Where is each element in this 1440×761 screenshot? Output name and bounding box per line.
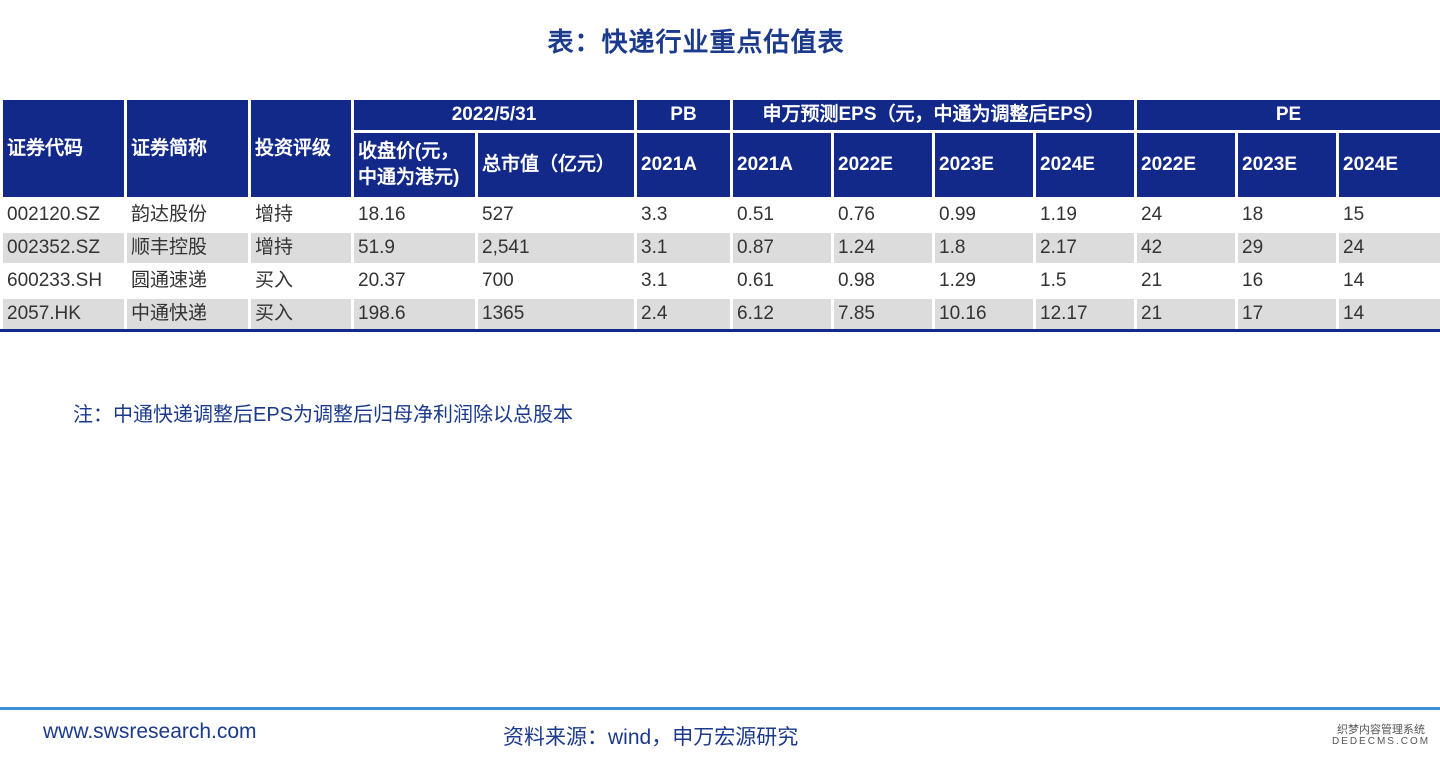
- header-pe-group: PE: [1134, 97, 1440, 133]
- header-eps-2022e: 2022E: [831, 130, 935, 200]
- cell: 1.19: [1032, 197, 1138, 233]
- cell: 韵达股份: [124, 197, 251, 233]
- website-link[interactable]: www.swsresearch.com: [43, 720, 257, 743]
- header-pb-2021a: 2021A: [634, 130, 733, 200]
- cell: 中通快递: [124, 296, 251, 332]
- cell: 3.3: [634, 197, 733, 233]
- header-pb-group: PB: [634, 97, 733, 133]
- cell: 21: [1134, 263, 1239, 299]
- cell: 3.1: [634, 230, 733, 266]
- page-title: 表：快递行业重点估值表: [547, 27, 845, 57]
- cell: 600233.SH: [0, 263, 127, 299]
- table-row: 002120.SZ 韵达股份 增持 18.16 527 3.3 0.51 0.7…: [0, 197, 1440, 233]
- cell: 18.16: [351, 197, 478, 233]
- table-row: 2057.HK 中通快递 买入 198.6 1365 2.4 6.12 7.85…: [0, 296, 1440, 332]
- header-pe-2024e: 2024E: [1336, 130, 1440, 200]
- header-eps-group: 申万预测EPS（元，中通为调整后EPS）: [729, 97, 1138, 133]
- cell: 0.51: [730, 197, 834, 233]
- source-note: 资料来源：wind，申万宏源研究: [503, 726, 799, 749]
- cell: 16: [1235, 263, 1340, 299]
- cell: 18: [1235, 197, 1340, 233]
- cell: 2,541: [475, 230, 637, 266]
- cell: 0.87: [730, 230, 834, 266]
- cell: 42: [1134, 230, 1239, 266]
- cell: 10.16: [932, 296, 1036, 332]
- cell: 增持: [248, 197, 354, 233]
- header-rating: 投资评级: [248, 97, 354, 200]
- cell: 2.4: [634, 296, 733, 332]
- watermark: 织梦内容管理系统 DEDECMS.COM: [1328, 724, 1434, 747]
- header-date-group: 2022/5/31: [351, 97, 637, 133]
- footnote: 注：中通快递调整后EPS为调整后归母净利润除以总股本: [73, 404, 574, 426]
- cell: 2057.HK: [0, 296, 127, 332]
- cell: 圆通速递: [124, 263, 251, 299]
- cell: 顺丰控股: [124, 230, 251, 266]
- cell: 20.37: [351, 263, 478, 299]
- header-pe-2022e: 2022E: [1134, 130, 1239, 200]
- cell: 6.12: [730, 296, 834, 332]
- cell: 1.29: [932, 263, 1036, 299]
- cell: 0.76: [831, 197, 935, 233]
- table-row: 002352.SZ 顺丰控股 增持 51.9 2,541 3.1 0.87 1.…: [0, 230, 1440, 266]
- cell: 198.6: [351, 296, 478, 332]
- cell: 1.5: [1032, 263, 1138, 299]
- cell: 21: [1134, 296, 1239, 332]
- cell: 1.24: [831, 230, 935, 266]
- cell: 1365: [475, 296, 637, 332]
- cell: 700: [475, 263, 637, 299]
- cell: 0.61: [730, 263, 834, 299]
- valuation-table: 证券代码 证券简称 投资评级 2022/5/31 PB 申万预测EPS（元，中通…: [0, 97, 1440, 332]
- cell: 002352.SZ: [0, 230, 127, 266]
- footer-divider: [0, 707, 1440, 710]
- watermark-line-2: DEDECMS.COM: [1331, 736, 1431, 748]
- cell: 增持: [248, 230, 354, 266]
- cell: 17: [1235, 296, 1340, 332]
- cell: 买入: [248, 263, 354, 299]
- header-eps-2024e: 2024E: [1032, 130, 1138, 200]
- cell: 买入: [248, 296, 354, 332]
- cell: 29: [1235, 230, 1340, 266]
- cell: 24: [1336, 230, 1440, 266]
- cell: 15: [1336, 197, 1440, 233]
- header-code: 证券代码: [0, 97, 127, 200]
- cell: 1.8: [932, 230, 1036, 266]
- cell: 0.99: [932, 197, 1036, 233]
- cell: 527: [475, 197, 637, 233]
- cell: 24: [1134, 197, 1239, 233]
- table-row: 600233.SH 圆通速递 买入 20.37 700 3.1 0.61 0.9…: [0, 263, 1440, 299]
- header-row-sub: 收盘价(元，中通为港元) 总市值（亿元） 2021A 2021A 2022E 2…: [2, 130, 1440, 200]
- header-row-group: 证券代码 证券简称 投资评级 2022/5/31 PB 申万预测EPS（元，中通…: [0, 97, 1440, 200]
- header-eps-2023e: 2023E: [932, 130, 1036, 200]
- cell: 0.98: [831, 263, 935, 299]
- cell: 12.17: [1032, 296, 1138, 332]
- cell: 2.17: [1032, 230, 1138, 266]
- cell: 51.9: [351, 230, 478, 266]
- header-price: 收盘价(元，中通为港元): [351, 130, 478, 200]
- watermark-line-1: 织梦内容管理系统: [1337, 724, 1425, 736]
- cell: 7.85: [831, 296, 935, 332]
- cell: 3.1: [634, 263, 733, 299]
- cell: 14: [1336, 263, 1440, 299]
- header-name: 证券简称: [124, 97, 251, 200]
- header-pe-2023e: 2023E: [1235, 130, 1340, 200]
- header-eps-2021a: 2021A: [730, 130, 834, 200]
- cell: 002120.SZ: [0, 197, 127, 233]
- cell: 14: [1336, 296, 1440, 332]
- header-mktcap: 总市值（亿元）: [475, 130, 637, 200]
